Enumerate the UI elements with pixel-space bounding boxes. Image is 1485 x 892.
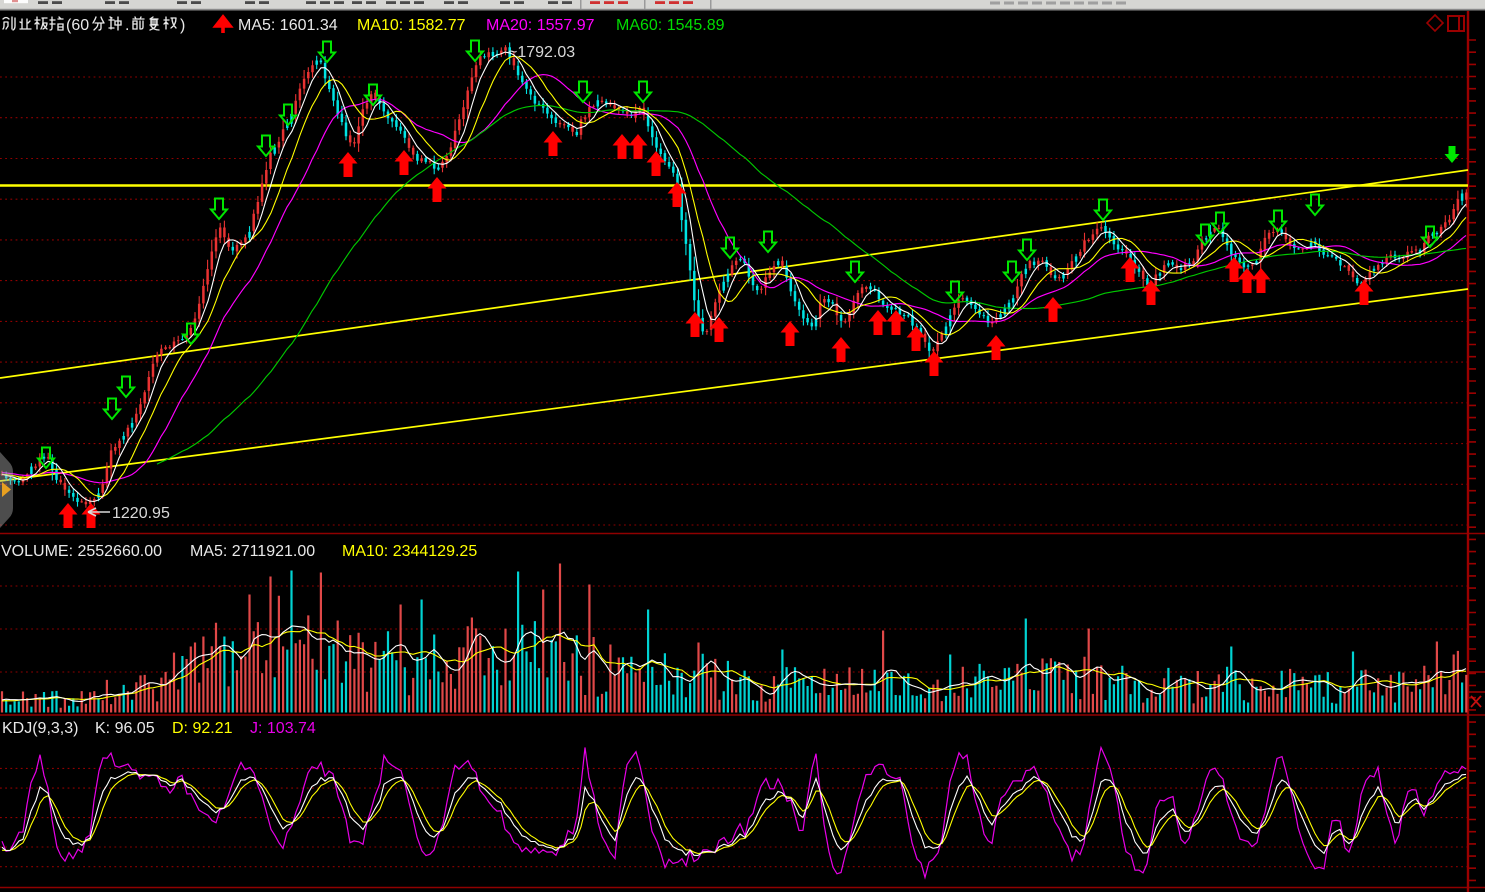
svg-text:VOLUME: 2552660.00: VOLUME: 2552660.00 [1, 543, 162, 560]
svg-text:MA10: 2344129.25: MA10: 2344129.25 [342, 543, 477, 560]
svg-text:~1792.03: ~1792.03 [508, 44, 575, 61]
svg-text:MA60: 1545.89: MA60: 1545.89 [616, 17, 725, 34]
svg-text:MA20: 1557.97: MA20: 1557.97 [486, 17, 595, 34]
svg-text:J: 103.74: J: 103.74 [250, 720, 316, 737]
svg-text:MA5: 1601.34: MA5: 1601.34 [238, 17, 338, 34]
svg-text:K: 96.05: K: 96.05 [95, 720, 155, 737]
svg-text:): ) [180, 17, 185, 34]
svg-text:MA10: 1582.77: MA10: 1582.77 [357, 17, 466, 34]
svg-text:D: 92.21: D: 92.21 [172, 720, 233, 737]
svg-text:KDJ(9,3,3): KDJ(9,3,3) [2, 720, 78, 737]
svg-text:1220.95: 1220.95 [112, 505, 170, 522]
svg-text:(60: (60 [66, 17, 89, 34]
svg-text:.: . [125, 17, 129, 34]
svg-text:MA5: 2711921.00: MA5: 2711921.00 [190, 543, 315, 560]
